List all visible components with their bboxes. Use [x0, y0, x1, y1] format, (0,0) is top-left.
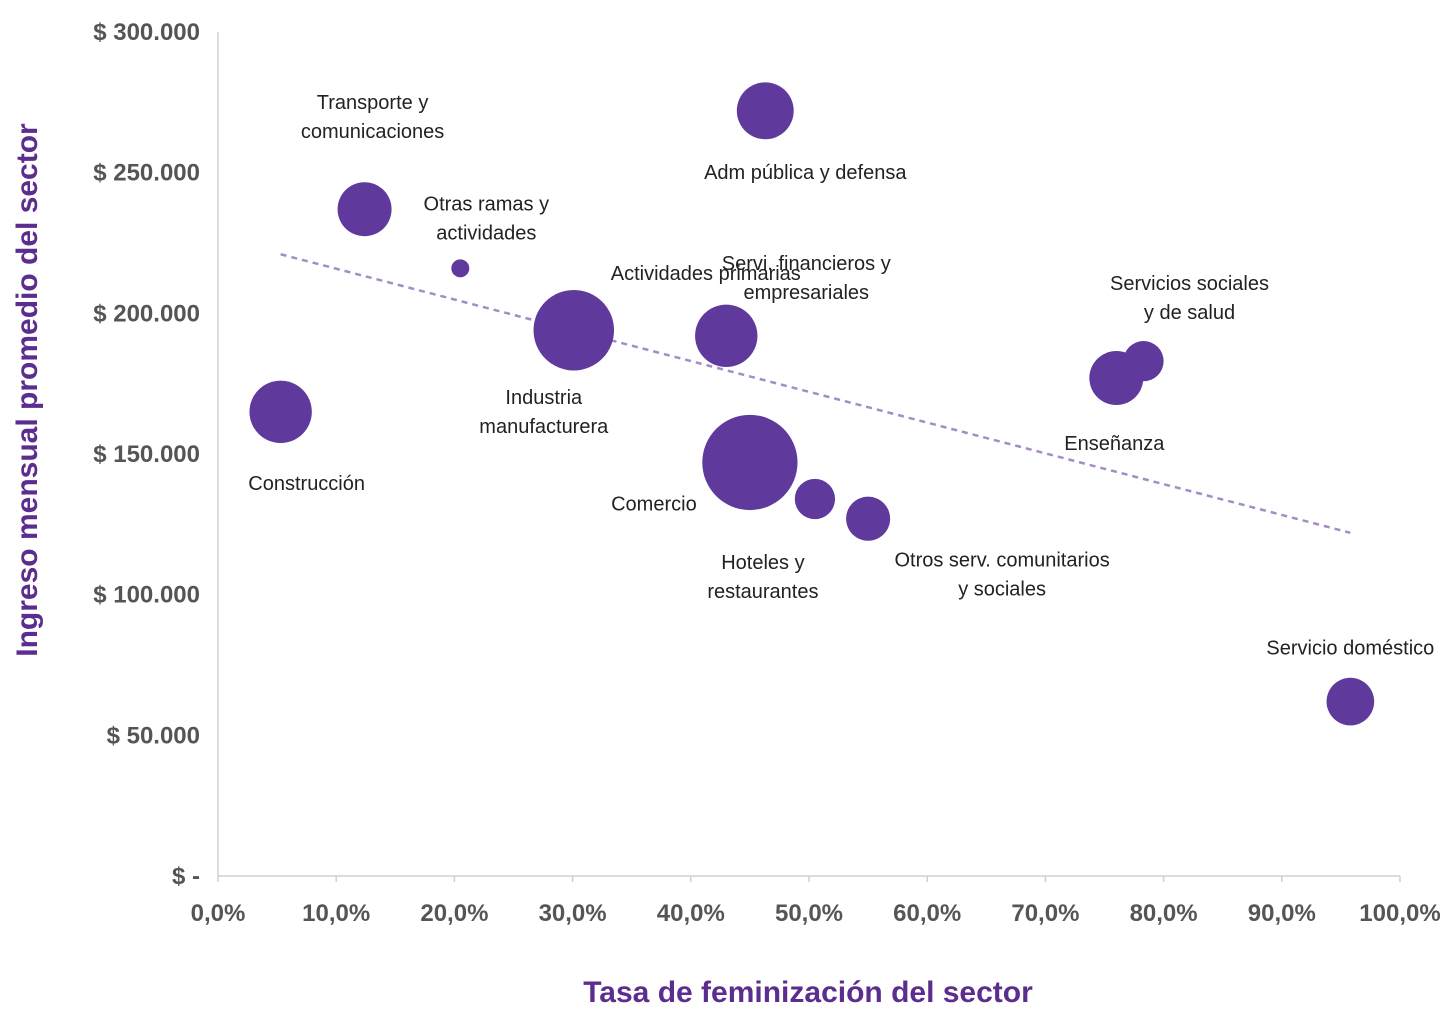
x-tick-label: 0,0% [191, 900, 246, 927]
trend-line [280, 253, 1351, 534]
x-tick-label: 90,0% [1248, 900, 1316, 927]
bubble-label-line: y sociales [958, 579, 1046, 601]
y-axis-ticks: $ - $ 50.000 $ 100.000 $ 150.000 $ 200.000 $ … [93, 19, 200, 890]
x-tick-label: 10,0% [302, 900, 370, 927]
bubble [533, 289, 615, 371]
x-tick-label: 20,0% [420, 900, 488, 927]
bubble [337, 182, 392, 237]
y-tick-label: $ 250.000 [93, 160, 200, 187]
bubble-label: Servicio doméstico [1266, 638, 1434, 660]
bubbles [249, 82, 1375, 726]
bubble-label-line: y de salud [1144, 302, 1235, 324]
y-tick-label: $ 100.000 [93, 582, 200, 609]
bubble-label: Industria manufacturera [479, 387, 609, 438]
bubble [249, 380, 312, 443]
bubble-label: Hoteles y restaurantes [707, 552, 818, 603]
bubble-label-line: restaurantes [707, 581, 818, 603]
bubble [794, 478, 836, 520]
y-tick-label: $ 150.000 [93, 441, 200, 468]
y-tick-label: $ 300.000 [93, 19, 200, 46]
x-tick-label: 50,0% [775, 900, 843, 927]
bubble-label-line: Transporte y [317, 92, 429, 114]
bubble-label-line: comunicaciones [301, 121, 444, 143]
bubble-label-line: actividades [436, 222, 536, 244]
bubble [451, 259, 470, 278]
bubble-label-line: Servicios sociales [1110, 273, 1269, 295]
bubble [736, 82, 794, 140]
bubble-label-line: Construcción [248, 473, 365, 495]
bubble-label-line: Adm pública y defensa [704, 162, 907, 184]
bubble-label-line: Comercio [611, 493, 697, 515]
y-tick-label: $ - [172, 863, 200, 890]
bubble-label: Enseñanza [1064, 433, 1165, 455]
bubble-label-line: Otras ramas y [424, 193, 550, 215]
bubble-label-line: Otros serv. comunitarios [894, 550, 1109, 572]
bubble [695, 304, 758, 368]
x-tick-label: 70,0% [1011, 900, 1079, 927]
bubble [1089, 351, 1144, 406]
bubble-labels: Transporte y comunicaciones Otras ramas y a… [248, 92, 1434, 659]
x-tick-label: 100,0% [1359, 900, 1440, 927]
x-axis-ticks: 0,0% 10,0% 20,0% 30,0% 40,0% 50,0% 60,0% 70,0% 8… [191, 876, 1441, 927]
bubble-label-line: Servi. financieros y [722, 253, 891, 275]
bubble-label-line: Servicio doméstico [1266, 638, 1434, 660]
x-axis-title: Tasa de feminización del sector [583, 976, 1033, 1009]
bubble-label-line: Hoteles y [721, 552, 804, 574]
bubble-label: Adm pública y defensa [704, 162, 907, 184]
bubble-label: Otros serv. comunitarios y sociales [894, 550, 1109, 601]
bubble-label-line: manufacturera [479, 416, 609, 438]
x-tick-label: 80,0% [1130, 900, 1198, 927]
x-tick-label: 40,0% [657, 900, 725, 927]
bubble-label: Construcción [248, 473, 365, 495]
bubble [702, 414, 798, 511]
bubble-label: Servicios sociales y de salud [1110, 273, 1269, 324]
bubble [846, 496, 891, 541]
bubble-label-line: Actividades primarias [611, 263, 801, 285]
x-tick-label: 30,0% [539, 900, 607, 927]
bubble-label: Comercio [611, 493, 697, 515]
bubble-label: Otras ramas y actividades [424, 193, 550, 244]
bubble-label: Transporte y comunicaciones [301, 92, 444, 143]
bubble-label: Servi. financieros y empresariales [722, 253, 891, 304]
x-tick-label: 60,0% [893, 900, 961, 927]
y-tick-label: $ 200.000 [93, 300, 200, 327]
bubble [1326, 677, 1375, 726]
y-axis-title: Ingreso mensual promedio del sector [11, 123, 44, 657]
y-tick-label: $ 50.000 [107, 722, 200, 749]
bubble-label-line: empresariales [743, 282, 869, 304]
bubble-label-line: Industria [505, 387, 583, 409]
bubble-label: Actividades primarias [611, 263, 801, 285]
bubble-label-line: Enseñanza [1064, 433, 1165, 455]
